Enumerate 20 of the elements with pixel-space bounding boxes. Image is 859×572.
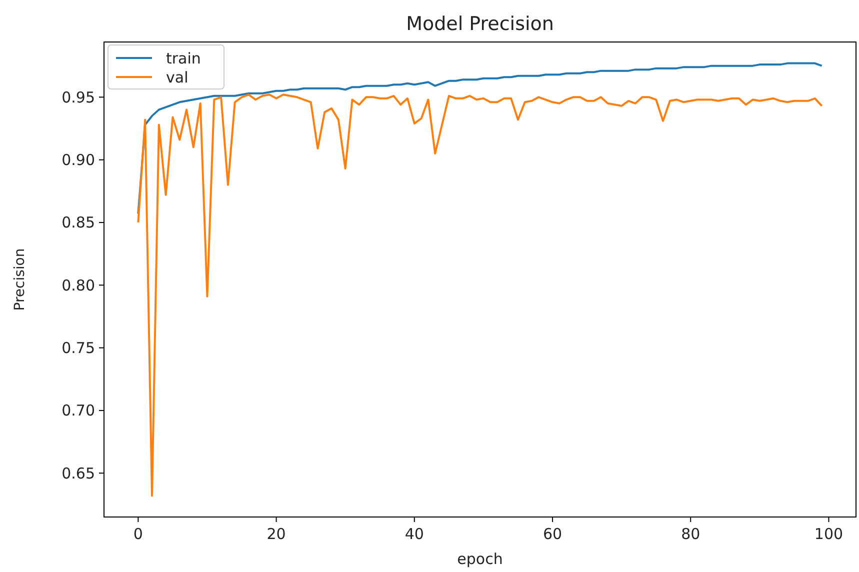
x-axis-title: epoch	[457, 550, 503, 568]
y-tick-label: 0.80	[62, 276, 95, 294]
x-tick-label: 20	[266, 525, 286, 543]
x-tick-label: 0	[133, 525, 143, 543]
y-tick-label: 0.95	[62, 88, 95, 106]
legend-label: train	[166, 49, 201, 68]
line-series	[137, 62, 823, 215]
chart-title: Model Precision	[406, 13, 554, 35]
x-tick-label: 80	[681, 525, 700, 543]
y-tick-label: 0.65	[62, 464, 95, 482]
y-tick-label: 0.70	[62, 402, 95, 420]
line-series	[137, 94, 823, 497]
x-tick-label: 40	[404, 525, 424, 543]
y-tick-label: 0.90	[62, 151, 95, 170]
y-axis-title: Precision	[12, 248, 28, 311]
x-tick-label: 100	[814, 525, 844, 543]
y-tick-label: 0.85	[62, 214, 95, 232]
y-tick-label: 0.75	[62, 339, 95, 358]
legend-label: val	[166, 68, 188, 86]
x-tick-label: 60	[542, 525, 562, 543]
